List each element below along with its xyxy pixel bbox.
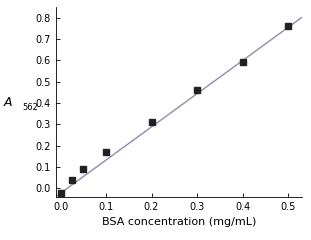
X-axis label: BSA concentration (mg/mL): BSA concentration (mg/mL) [102,217,256,227]
Text: $A$: $A$ [3,96,14,108]
Text: 562: 562 [23,103,39,112]
